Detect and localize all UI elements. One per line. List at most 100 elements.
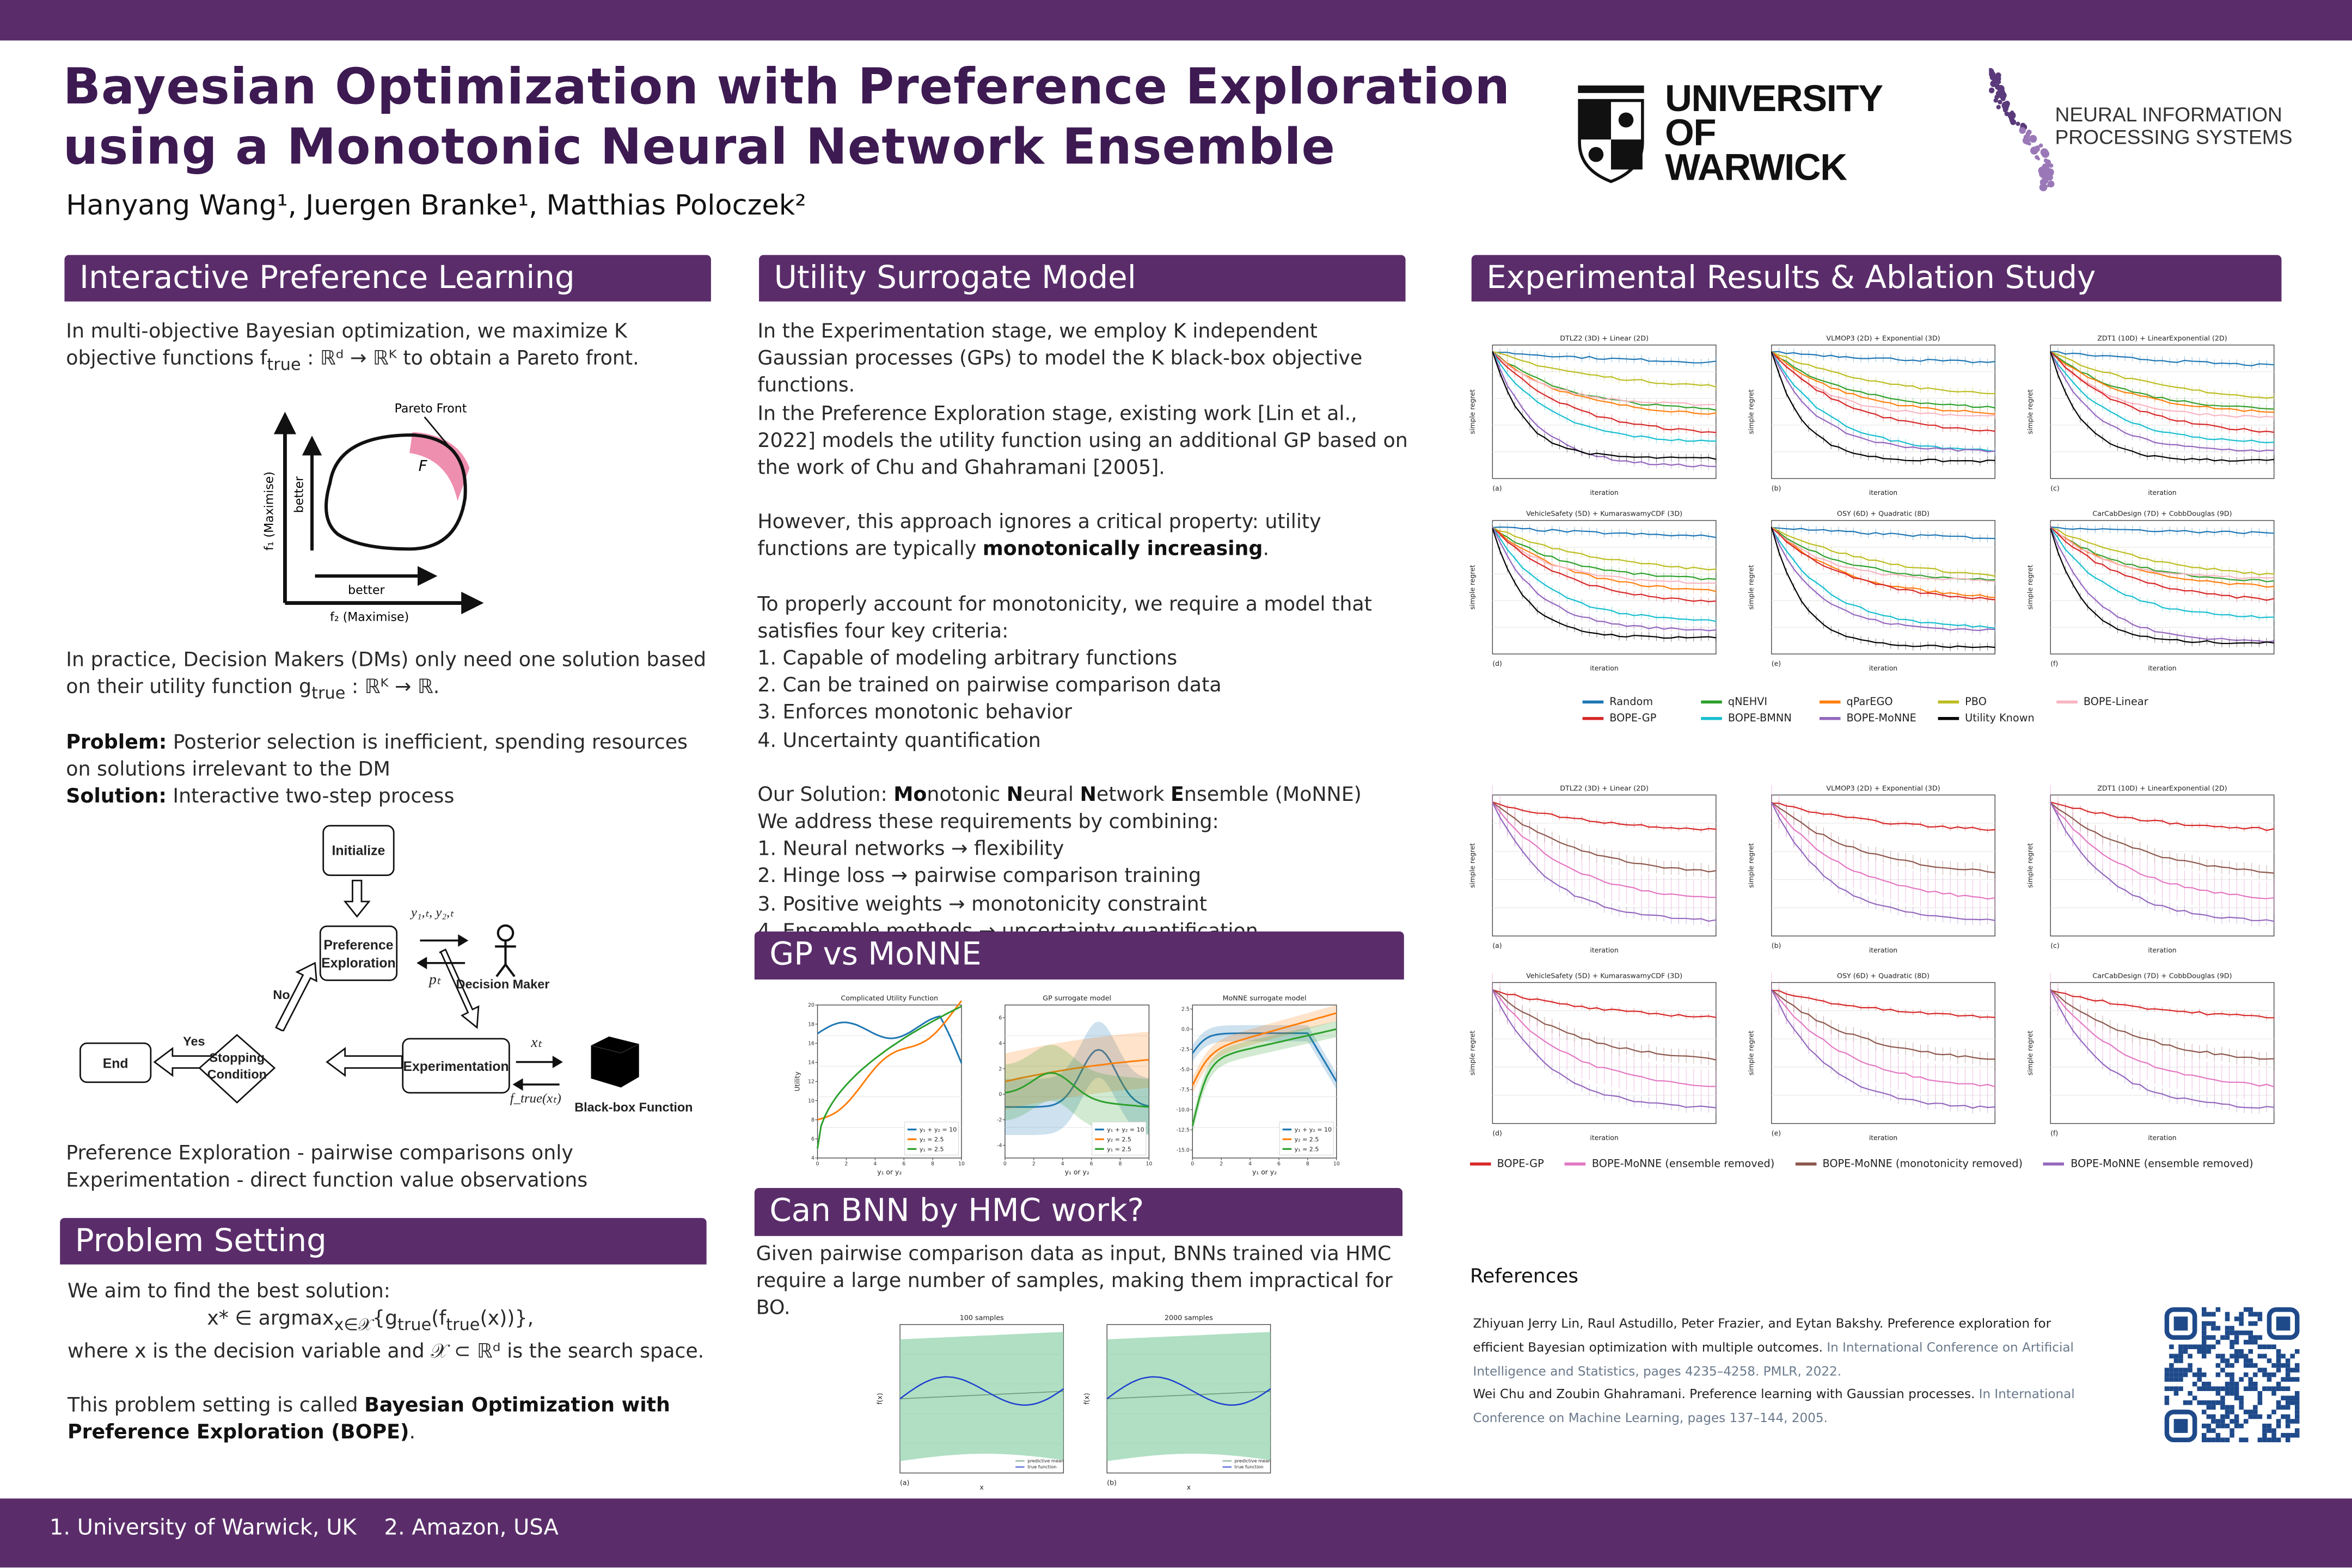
f2-axis-label: f₂ (Maximise) [330, 611, 409, 624]
qr-module [2271, 1428, 2276, 1433]
qr-module [2285, 1358, 2290, 1363]
dot [2010, 119, 2017, 125]
neurips-dots-icon [1986, 68, 2055, 192]
qr-module [2215, 1326, 2221, 1331]
plot-panel: OSY (6D) + Quadratic (8D) simple regret it… [1747, 971, 1995, 1142]
x-label: xₜ [531, 1035, 542, 1052]
y-axis-label: simple regret [1468, 389, 1476, 434]
qr-module [2262, 1432, 2267, 1438]
qr-module [2211, 1335, 2216, 1340]
qr-module [2169, 1363, 2174, 1368]
qr-module [2220, 1414, 2225, 1419]
qr-module [2243, 1386, 2249, 1391]
series-line [1771, 351, 1995, 432]
qr-module [2257, 1437, 2263, 1443]
panel-label: (a) [1492, 941, 1502, 950]
end-label: End [102, 1055, 128, 1070]
bnn-text: Given pairwise comparison data as input,… [756, 1243, 1393, 1321]
qr-module [2225, 1326, 2230, 1331]
series-line [1492, 801, 1716, 898]
qr-module [2253, 1405, 2258, 1410]
neurips-logo: NEURAL INFORMATION PROCESSING SYSTEMS [1986, 60, 2304, 195]
qr-module [2234, 1353, 2239, 1359]
qr-module [2234, 1330, 2239, 1336]
qr-module [2253, 1386, 2258, 1391]
qr-module [2211, 1428, 2216, 1433]
qr-module [2230, 1391, 2234, 1396]
qr-module [2267, 1414, 2272, 1419]
series-line [1492, 801, 1716, 831]
qr-module [2290, 1395, 2295, 1401]
y-tick-label: 16 [808, 1040, 814, 1046]
utility-curve [817, 1006, 962, 1149]
qr-module [2285, 1372, 2290, 1377]
qr-module [2234, 1381, 2239, 1387]
solution-text: Interactive two-step process [166, 786, 455, 810]
pref-label-2: Exploration [321, 954, 396, 970]
x-tick-label: 2 [1032, 1161, 1036, 1167]
affiliation-2: 2. Amazon, USA [384, 1516, 559, 1541]
x-tick-label: 10 [1333, 1161, 1340, 1167]
qr-module [2230, 1386, 2234, 1391]
series-line [1771, 803, 1995, 831]
qr-module [2295, 1391, 2300, 1396]
y-tick-label: -5.0 [1180, 1067, 1190, 1073]
qr-finder-center [2276, 1316, 2290, 1331]
utility-curve [1191, 1012, 1337, 1086]
qr-module [2225, 1363, 2230, 1368]
series-line [1771, 351, 1995, 364]
y-tick-label: -7.5 [1180, 1087, 1190, 1093]
qr-module [2262, 1372, 2267, 1377]
dot [2047, 184, 2050, 187]
qr-module [2169, 1344, 2174, 1350]
qr-module [2225, 1414, 2230, 1419]
uncertainty-band [1192, 1004, 1337, 1094]
series-line [2050, 802, 2274, 922]
plot-panel: DTLZ2 (3D) + Linear (2D) simple regret ite… [1468, 334, 1717, 497]
qr-module [2206, 1321, 2212, 1326]
legend-item: BOPE-MoNNE [1819, 713, 1916, 725]
qr-module [2230, 1381, 2234, 1387]
qr-module [2173, 1372, 2179, 1377]
series-line [2050, 990, 2274, 1109]
qr-module [2173, 1358, 2179, 1363]
series-line [1771, 351, 1995, 452]
section-header-utility-surrogate-model: Utility Surrogate Model [759, 255, 1406, 302]
reference-1: Zhiyuan Jerry Lin, Raul Astudillo, Peter… [1473, 1313, 2103, 1384]
title-line-1: Bayesian Optimization with Preference Ex… [63, 57, 1510, 116]
qr-module [2243, 1437, 2249, 1443]
qr-module [2173, 1377, 2179, 1382]
qr-module [2225, 1335, 2230, 1340]
legend-item: BOPE-MoNNE (ensemble removed) [2043, 1154, 2253, 1175]
x-axis-label: y₁ or y₂ [1252, 1168, 1277, 1176]
plot-title: MoNNE surrogate model [1223, 994, 1307, 1002]
qr-module [2271, 1410, 2276, 1414]
x-axis-label: iteration [1590, 488, 1618, 497]
legend-item: BOPE-BMNN [1701, 713, 1792, 725]
qr-module [2267, 1386, 2272, 1391]
qr-module [2253, 1321, 2258, 1326]
qr-module [2230, 1344, 2234, 1350]
dot [2030, 146, 2038, 155]
qr-module [2285, 1400, 2290, 1405]
solution-label: Solution: [66, 786, 167, 810]
legend-item: Random [1582, 696, 1653, 708]
x-axis-label: iteration [1590, 1134, 1618, 1142]
x-tick-label: 2 [844, 1161, 848, 1167]
series-line [1771, 526, 1995, 577]
plot-panel: VehicleSafety (5D) + KumaraswamyCDF (3D)… [1468, 971, 1717, 1142]
plot-title: VLMOP3 (2D) + Exponential (3D) [1826, 784, 1940, 792]
warwick-crest-icon [1578, 85, 1644, 183]
qr-module [2295, 1395, 2300, 1401]
references-list: Zhiyuan Jerry Lin, Raul Astudillo, Peter… [1473, 1313, 2103, 1431]
qr-module [2248, 1335, 2253, 1340]
decision-maker-label: Decision Maker [456, 976, 550, 992]
qr-module [2169, 1386, 2174, 1391]
qr-module [2239, 1395, 2244, 1401]
qr-module [2262, 1386, 2267, 1391]
legend-label: y₁ + y₂ = 10 [920, 1126, 957, 1134]
note-experimentation: Experimentation - direct function value … [66, 1170, 588, 1193]
ipl-paragraph-2: In practice, Decision Makers (DMs) only … [66, 648, 711, 708]
qr-code[interactable] [2164, 1305, 2300, 1444]
legend-item: BOPE-MoNNE (monotonicity removed) [1795, 1154, 2023, 1175]
